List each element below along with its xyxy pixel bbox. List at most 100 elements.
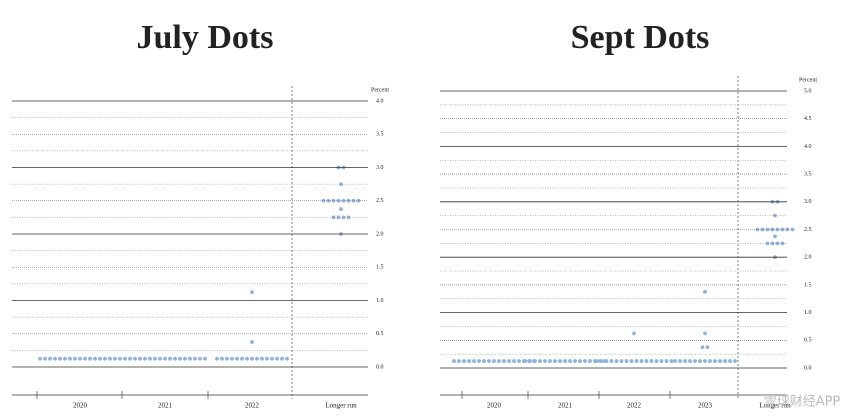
dot [250, 356, 254, 361]
dot [168, 356, 172, 361]
dot [583, 359, 587, 363]
y-tick-label: 0.0 [376, 364, 384, 370]
dot [614, 359, 619, 363]
dot [785, 227, 790, 232]
dot [73, 356, 77, 361]
dot [790, 227, 795, 232]
y-tick-label: 2.5 [804, 227, 812, 233]
dot [718, 359, 722, 363]
y-tick-label: 0.0 [804, 365, 812, 371]
dot [673, 359, 677, 363]
dot [220, 356, 224, 361]
dot [351, 198, 356, 203]
dot [260, 356, 264, 361]
dot [472, 359, 476, 363]
y-tick-label: 0.5 [804, 338, 812, 344]
dot [128, 356, 132, 361]
dot [664, 359, 669, 363]
dot [644, 359, 649, 363]
dot [48, 356, 52, 361]
dot [492, 359, 496, 363]
dot [270, 356, 274, 361]
dot [609, 359, 614, 363]
dot [230, 356, 234, 361]
dot [568, 359, 572, 363]
dot [659, 359, 664, 363]
dot [649, 359, 654, 363]
dot [705, 345, 710, 350]
dot [624, 359, 629, 363]
dot [755, 227, 760, 232]
dot [53, 356, 57, 361]
dot [163, 356, 167, 361]
dot [245, 356, 249, 361]
dot [487, 359, 491, 363]
dot [703, 331, 707, 336]
dot [113, 356, 117, 361]
dot [331, 198, 336, 203]
dot [341, 198, 346, 203]
unit-label: Percent [371, 87, 389, 93]
dot [38, 356, 42, 361]
y-tick-label: 4.5 [804, 116, 812, 122]
watermark: 雪球财经APP [764, 395, 841, 410]
x-tick-label: 2020 [487, 402, 502, 410]
x-tick-label: 2022 [627, 402, 642, 410]
y-tick-label: 2.0 [804, 255, 812, 261]
x-tick-label: 2021 [158, 402, 173, 410]
dot [728, 359, 732, 363]
dot [543, 359, 547, 363]
dot [708, 359, 712, 363]
dot [517, 359, 521, 363]
dot [336, 215, 341, 220]
dot [63, 356, 67, 361]
dot [578, 359, 582, 363]
dot [639, 359, 644, 363]
dot [339, 207, 343, 211]
dot [773, 234, 777, 239]
dot [339, 182, 343, 187]
dot [723, 359, 727, 363]
dot [153, 356, 157, 361]
dot [43, 356, 47, 361]
y-tick-label: 1.5 [804, 282, 812, 288]
dot [255, 356, 259, 361]
y-tick-label: 1.0 [804, 310, 812, 316]
y-tick-label: 4.0 [804, 144, 812, 150]
dot [733, 359, 737, 363]
dot [88, 356, 92, 361]
dot [482, 359, 486, 363]
dot [703, 289, 707, 294]
dot [240, 356, 244, 361]
dot [700, 345, 705, 350]
dot [512, 359, 516, 363]
dot [765, 227, 770, 232]
dot [693, 359, 697, 363]
x-tick-label: Longer run [759, 402, 791, 410]
y-tick-label: 3.5 [804, 171, 812, 177]
y-tick-label: 3.0 [804, 199, 812, 205]
x-tick-label: 2023 [698, 402, 713, 410]
x-tick-label: 2020 [73, 402, 88, 410]
dot [321, 198, 326, 203]
dot [548, 359, 552, 363]
dot [346, 215, 351, 220]
chart-title: Sept Dots [571, 19, 710, 56]
dot [634, 359, 639, 363]
x-tick-label: Longer run [325, 402, 357, 410]
x-tick-label: 2021 [558, 402, 573, 410]
y-tick-label: 4.0 [376, 98, 384, 104]
dot [198, 356, 202, 361]
dot [598, 359, 602, 363]
dot [250, 290, 254, 295]
dot [265, 356, 269, 361]
dot [654, 359, 659, 363]
dot [203, 356, 207, 361]
dot [158, 356, 162, 361]
dot [457, 359, 461, 363]
dot [285, 356, 289, 361]
dot [235, 356, 239, 361]
dot [669, 359, 674, 363]
dot [215, 356, 219, 361]
dot [553, 359, 557, 363]
